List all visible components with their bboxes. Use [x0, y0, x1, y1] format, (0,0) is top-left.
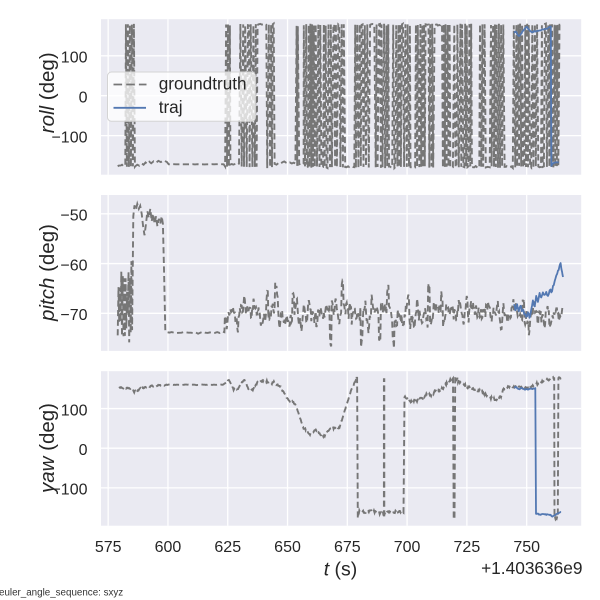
svg-text:+1.403636e9: +1.403636e9: [481, 558, 582, 578]
svg-text:traj: traj: [159, 97, 183, 117]
svg-text:yaw (deg): yaw (deg): [36, 403, 59, 495]
svg-text:575: 575: [95, 539, 122, 556]
svg-text:groundtruth: groundtruth: [159, 74, 247, 94]
svg-text:−70: −70: [60, 307, 87, 324]
svg-text:750: 750: [513, 539, 540, 556]
svg-text:−60: −60: [60, 257, 87, 274]
svg-text:euler_angle_sequence: sxyz: euler_angle_sequence: sxyz: [0, 587, 123, 598]
svg-text:−100: −100: [51, 482, 87, 499]
svg-text:100: 100: [61, 402, 88, 419]
svg-text:100: 100: [61, 50, 88, 67]
svg-text:675: 675: [334, 539, 361, 556]
svg-text:0: 0: [79, 89, 88, 106]
svg-text:t (s): t (s): [324, 559, 358, 581]
svg-text:700: 700: [394, 539, 421, 556]
svg-text:−100: −100: [51, 129, 87, 146]
svg-text:pitch (deg): pitch (deg): [36, 224, 59, 322]
svg-text:650: 650: [274, 539, 301, 556]
svg-text:roll (deg): roll (deg): [36, 52, 59, 133]
svg-text:−50: −50: [60, 208, 87, 225]
svg-text:725: 725: [454, 539, 481, 556]
svg-text:600: 600: [155, 539, 182, 556]
svg-text:0: 0: [79, 442, 88, 459]
svg-text:625: 625: [214, 539, 241, 556]
